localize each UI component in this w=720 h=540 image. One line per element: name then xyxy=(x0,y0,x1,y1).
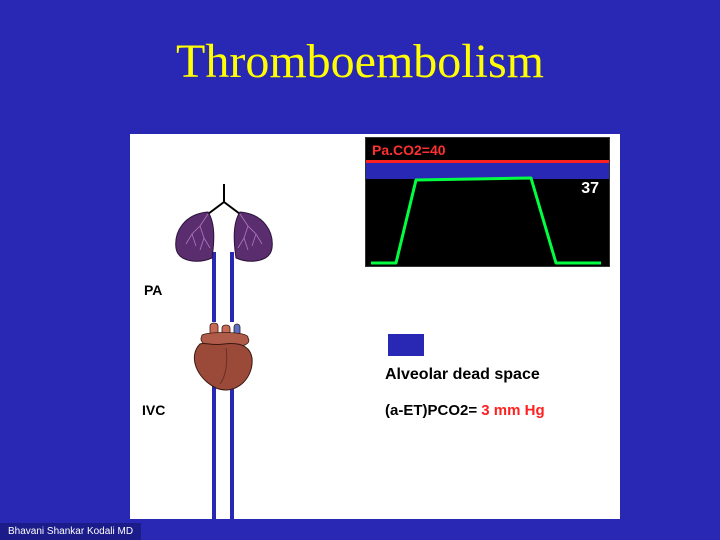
dead-space-swatch xyxy=(388,334,424,356)
page-title: Thromboembolism xyxy=(0,34,720,89)
footer-credit: Bhavani Shankar Kodali MD xyxy=(0,523,141,540)
vessel-right-lower xyxy=(230,372,234,519)
pa-label: PA xyxy=(144,282,162,298)
capnograph-panel: Pa.CO2=40 37 xyxy=(365,137,610,267)
formula-value: 3 mm Hg xyxy=(481,402,544,419)
heart-icon xyxy=(182,322,266,392)
aet-pco2-formula: (a-ET)PCO2= 3 mm Hg xyxy=(385,402,545,419)
capnograph-waveform xyxy=(366,138,611,268)
lungs-icon xyxy=(164,184,284,264)
diagram-panel: PA IVC Pa.CO2=40 37 Alveolar dead space … xyxy=(130,134,620,519)
formula-prefix: (a-ET)PCO2= xyxy=(385,402,481,419)
ivc-label: IVC xyxy=(142,402,165,418)
dead-space-label: Alveolar dead space xyxy=(385,366,540,384)
vessel-left-lower xyxy=(212,372,216,519)
